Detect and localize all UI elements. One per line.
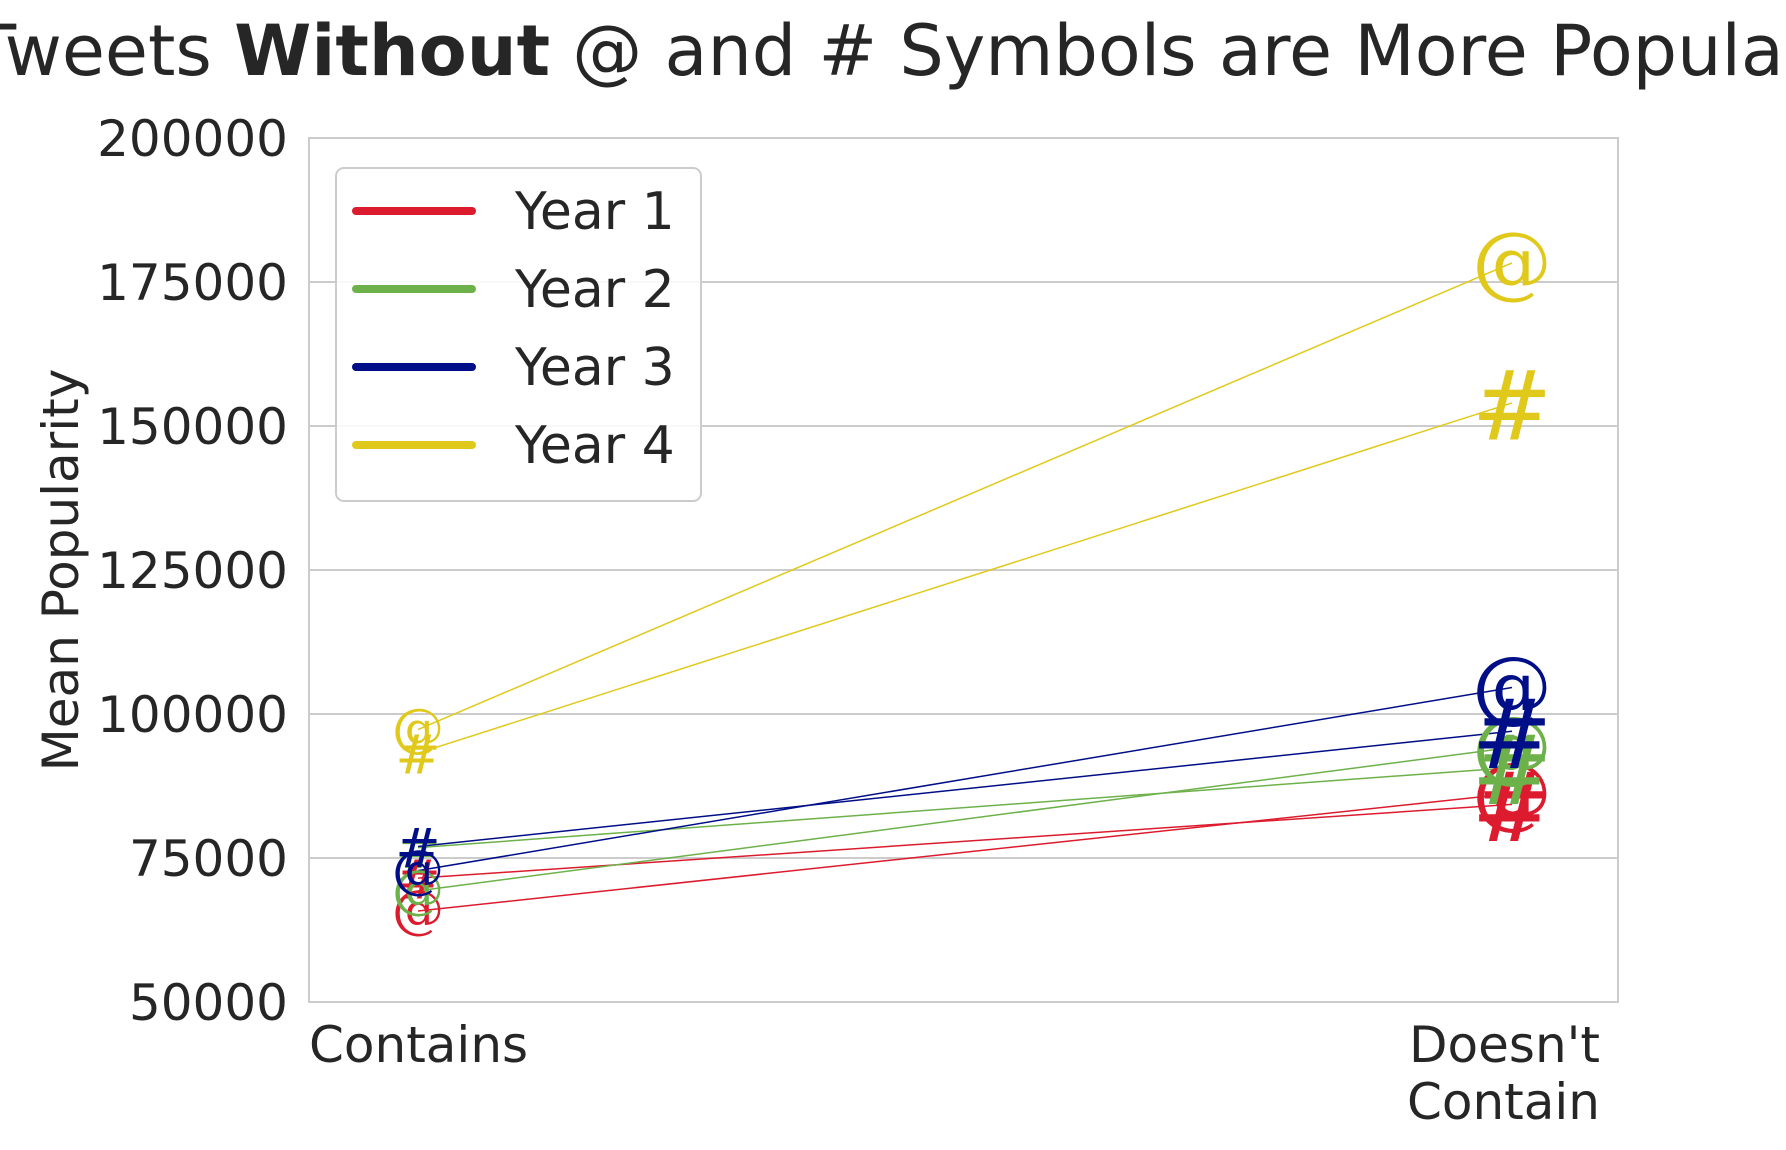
- at-marker: @: [392, 840, 444, 900]
- at-marker: @: [1472, 639, 1552, 732]
- chart-title: Tweets Without @ and # Symbols are More …: [0, 10, 1786, 92]
- legend-label: Year 4: [514, 416, 675, 476]
- x-tick-label: Doesn't: [1409, 1016, 1600, 1074]
- at-marker: @: [1472, 215, 1552, 308]
- y-axis-ticks: 50000 75000 100000 125000 150000 175000 200000: [97, 110, 288, 1032]
- series-lines: [417, 262, 1513, 912]
- y-tick-label: 125000: [97, 542, 288, 600]
- x-tick-label: Contains: [309, 1016, 528, 1074]
- series-line: [417, 402, 1513, 754]
- hash-marker: #: [395, 849, 440, 912]
- at-marker: @: [1472, 699, 1552, 792]
- hash-marker: #: [1472, 679, 1552, 791]
- series-line: [417, 686, 1513, 872]
- hash-marker: #: [395, 817, 440, 880]
- hash-marker: #: [1472, 715, 1552, 827]
- chart-title-part-2: @ and # Symbols are More Popular: [550, 10, 1786, 92]
- y-tick-label: 175000: [97, 254, 288, 312]
- legend: Year 1 Year 2 Year 3 Year 4: [335, 167, 702, 502]
- chart-title-emphasis: Without: [234, 10, 550, 92]
- at-marker: @: [1472, 745, 1552, 838]
- y-tick-label: 50000: [129, 974, 288, 1032]
- legend-label: Year 3: [514, 338, 675, 398]
- hash-marker: #: [395, 724, 440, 787]
- at-marker: @: [392, 860, 444, 920]
- series-line: [417, 766, 1513, 849]
- legend-label: Year 2: [514, 260, 675, 320]
- y-axis-title: Mean Popularity: [32, 369, 90, 772]
- y-tick-label: 200000: [97, 110, 288, 168]
- series-line: [417, 730, 1513, 848]
- legend-label: Year 1: [514, 182, 675, 242]
- series-markers: @@##@@##@@##@@##: [392, 215, 1552, 941]
- at-marker: @: [392, 881, 444, 941]
- y-tick-label: 75000: [129, 830, 288, 888]
- hash-marker: #: [1472, 752, 1552, 864]
- series-line: [417, 262, 1513, 731]
- series-line: [417, 792, 1513, 912]
- y-tick-label: 100000: [97, 686, 288, 744]
- plot-area-frame: [308, 137, 1619, 1003]
- series-line: [417, 746, 1513, 892]
- series-line: [417, 803, 1513, 879]
- chart-title-part-1: Tweets: [0, 10, 234, 92]
- legend-box: [335, 167, 702, 502]
- y-tick-label: 150000: [97, 398, 288, 456]
- x-tick-label: Contain: [1407, 1073, 1600, 1131]
- at-marker: @: [392, 699, 444, 759]
- hash-marker: #: [395, 818, 440, 881]
- hash-marker: #: [1472, 350, 1552, 462]
